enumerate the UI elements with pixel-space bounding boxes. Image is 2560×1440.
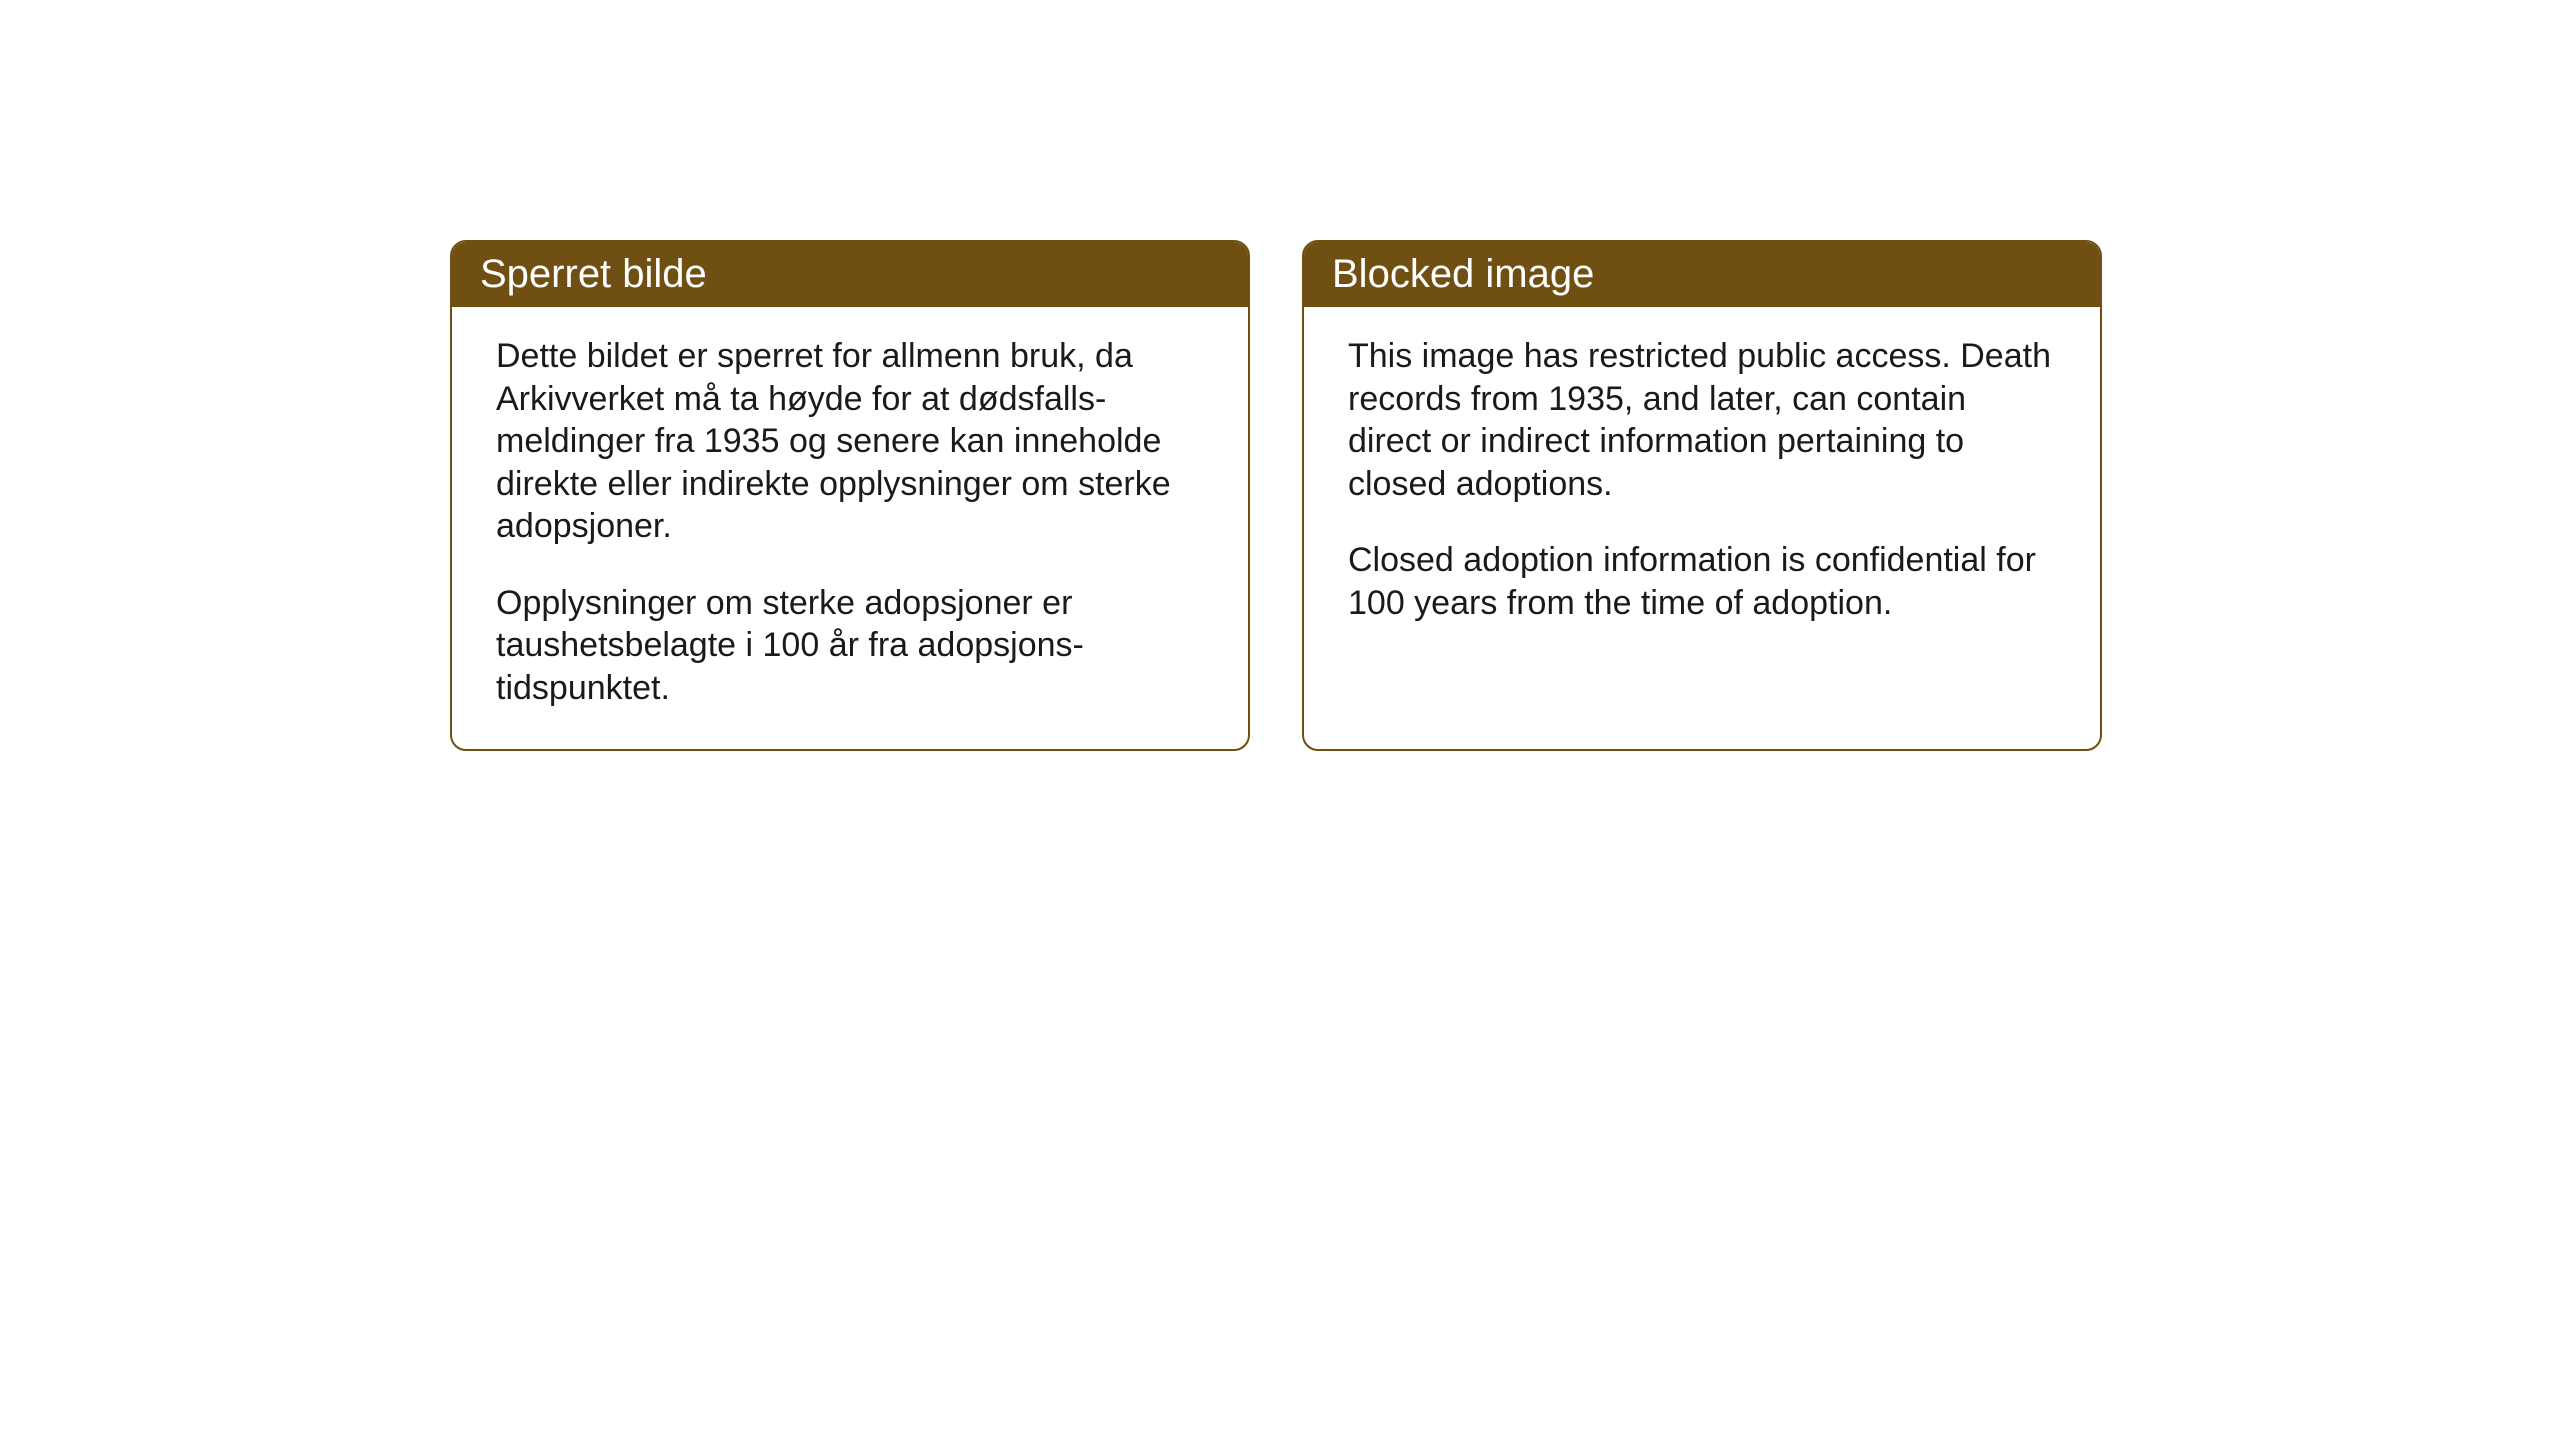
notice-container: Sperret bilde Dette bildet er sperret fo…: [0, 0, 2560, 751]
norwegian-paragraph-2: Opplysninger om sterke adopsjoner er tau…: [496, 582, 1204, 710]
norwegian-notice-card: Sperret bilde Dette bildet er sperret fo…: [450, 240, 1250, 751]
english-notice-card: Blocked image This image has restricted …: [1302, 240, 2102, 751]
norwegian-card-body: Dette bildet er sperret for allmenn bruk…: [452, 307, 1248, 749]
norwegian-card-header: Sperret bilde: [452, 242, 1248, 307]
english-paragraph-1: This image has restricted public access.…: [1348, 335, 2056, 505]
english-card-body: This image has restricted public access.…: [1304, 307, 2100, 707]
english-card-header: Blocked image: [1304, 242, 2100, 307]
english-card-title: Blocked image: [1332, 252, 1594, 296]
english-paragraph-2: Closed adoption information is confident…: [1348, 539, 2056, 624]
norwegian-card-title: Sperret bilde: [480, 252, 707, 296]
norwegian-paragraph-1: Dette bildet er sperret for allmenn bruk…: [496, 335, 1204, 548]
